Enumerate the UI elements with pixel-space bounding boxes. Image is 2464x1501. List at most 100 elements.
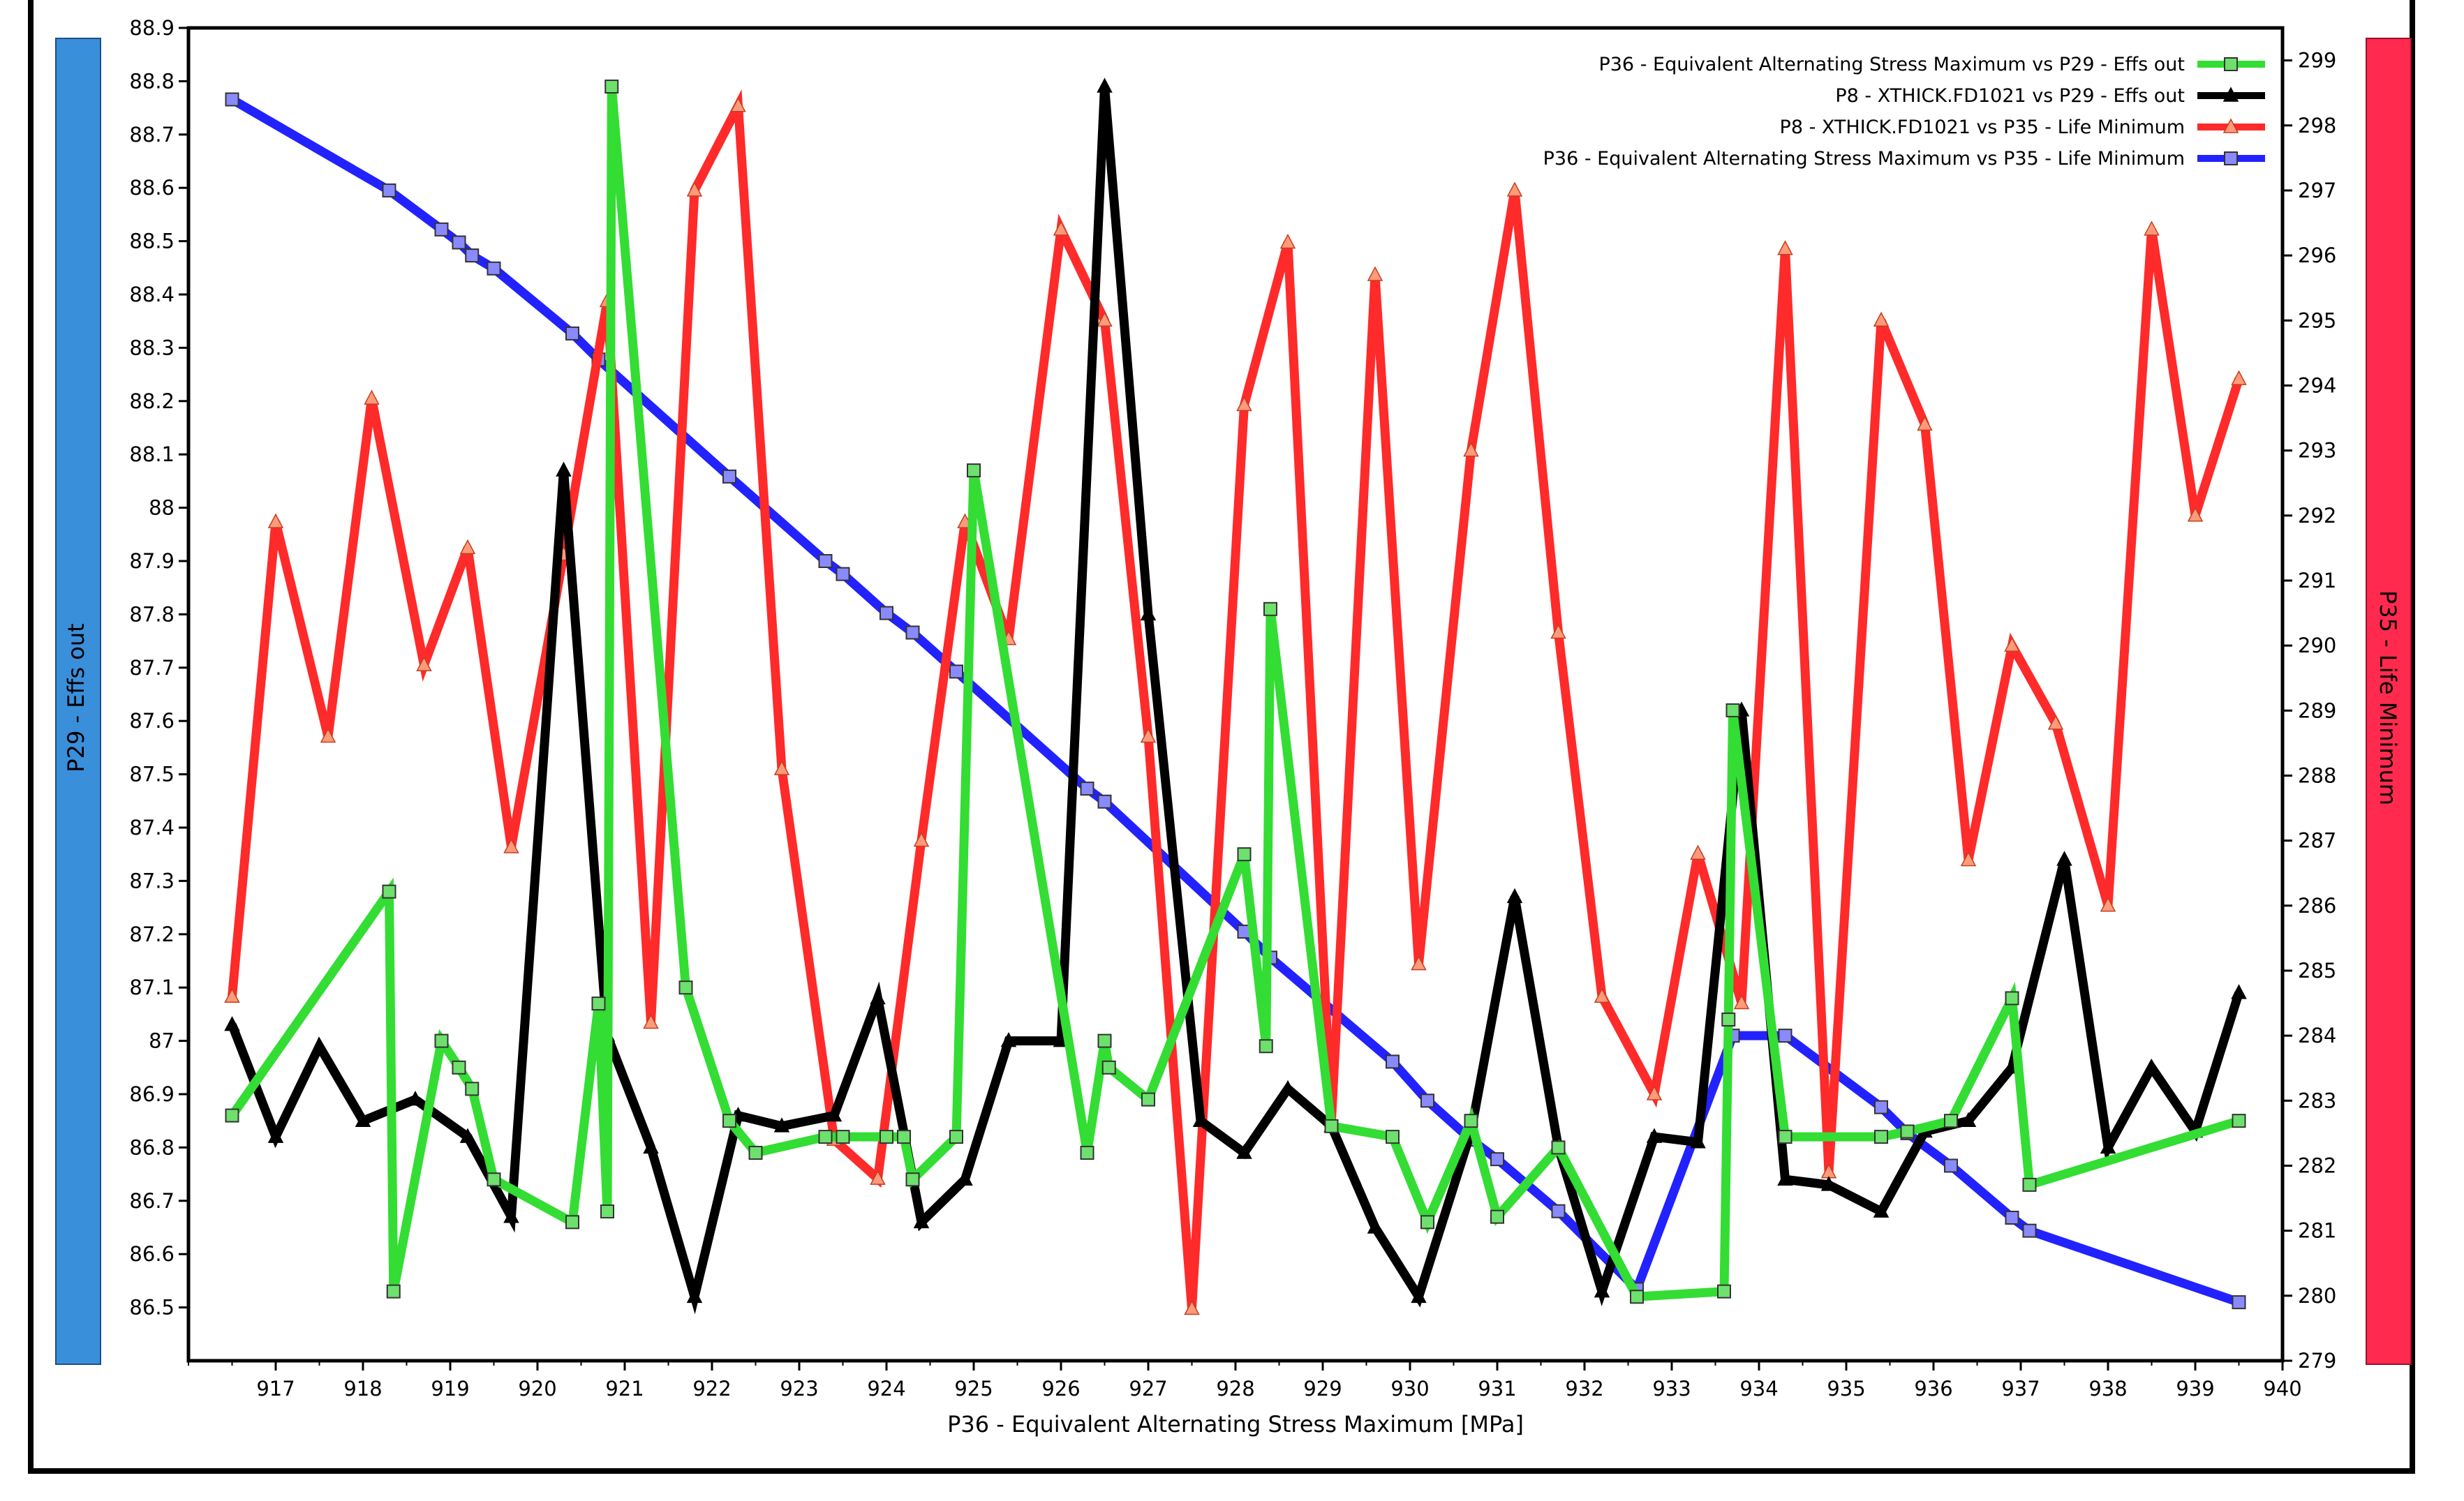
x-tick-label: 937 xyxy=(2001,1377,2040,1401)
data-point xyxy=(1420,1093,1434,1108)
y-left-tick-label: 86.6 xyxy=(129,1242,175,1266)
data-point xyxy=(1411,955,1427,971)
data-point xyxy=(1944,1114,1958,1128)
y-right-tick-label: 298 xyxy=(2298,114,2336,137)
data-point xyxy=(1140,605,1157,621)
data-point xyxy=(452,235,466,250)
data-point xyxy=(1646,1128,1663,1143)
data-point xyxy=(311,1037,327,1052)
y-left-tick-label: 87.2 xyxy=(129,923,175,946)
x-tick-label: 922 xyxy=(692,1377,731,1401)
data-point xyxy=(678,980,693,995)
data-point xyxy=(1259,1039,1273,1054)
y-left-axis-title: P29 - Effs out xyxy=(63,623,89,772)
data-point xyxy=(434,1033,449,1048)
data-point xyxy=(1324,1119,1339,1133)
data-point xyxy=(364,389,380,405)
x-tick-label: 926 xyxy=(1041,1377,1080,1401)
data-point xyxy=(2100,897,2116,912)
data-point xyxy=(1874,1130,1888,1144)
y-right-tick-label: 290 xyxy=(2298,634,2336,657)
data-point xyxy=(1367,1218,1383,1234)
data-point xyxy=(434,222,449,237)
data-point xyxy=(1097,311,1113,327)
data-point xyxy=(686,1287,703,1304)
data-point xyxy=(1917,415,1933,431)
legend-label: P36 - Equivalent Alternating Stress Maxi… xyxy=(1598,54,2185,75)
x-tick-label: 920 xyxy=(518,1377,556,1401)
left-axis-color-bar xyxy=(55,38,101,1365)
right-axis-color-bar xyxy=(2366,38,2412,1365)
legend-entry-0: P36 - Equivalent Alternating Stress Maxi… xyxy=(1598,54,2265,75)
y-left-tick-label: 87.9 xyxy=(129,549,175,573)
data-point xyxy=(556,461,572,477)
data-point xyxy=(1873,1202,1890,1218)
data-point xyxy=(2231,984,2247,999)
data-point xyxy=(224,987,240,1003)
x-tick-label: 938 xyxy=(2088,1377,2127,1401)
data-point xyxy=(503,838,519,853)
data-point xyxy=(1594,987,1610,1003)
x-tick-label: 931 xyxy=(1478,1377,1516,1401)
plot-area xyxy=(186,26,2285,1363)
data-point xyxy=(1279,1080,1296,1096)
data-point xyxy=(600,1204,614,1219)
data-point xyxy=(267,1128,284,1143)
data-point xyxy=(465,1082,480,1096)
data-point xyxy=(2004,636,2020,652)
x-tick-label: 919 xyxy=(431,1377,469,1401)
data-point xyxy=(905,625,920,640)
data-point xyxy=(1000,1031,1017,1047)
data-point xyxy=(836,1130,850,1144)
y-left-tick-label: 88.2 xyxy=(129,389,175,413)
y-right-tick-label: 284 xyxy=(2298,1024,2336,1047)
data-point xyxy=(818,554,833,568)
data-point xyxy=(2232,1295,2246,1310)
data-point xyxy=(905,1172,920,1187)
data-point xyxy=(1900,1124,1915,1139)
data-point xyxy=(1097,77,1113,93)
y-left-tick-label: 88.4 xyxy=(129,283,175,306)
y-left-tick-label: 88.8 xyxy=(129,69,175,93)
data-point xyxy=(1550,623,1566,639)
data-point xyxy=(773,760,790,775)
y-left-tick-label: 88.5 xyxy=(129,230,175,253)
y-left-tick-label: 86.5 xyxy=(129,1296,175,1320)
series-0 xyxy=(225,80,2246,1304)
data-point xyxy=(748,1146,763,1160)
data-point xyxy=(1080,782,1094,796)
data-point xyxy=(826,1106,843,1122)
y-left-tick-label: 87.6 xyxy=(129,709,175,733)
data-point xyxy=(487,261,501,276)
legend-marker xyxy=(2224,151,2238,165)
y-left-tick-label: 86.7 xyxy=(129,1189,175,1213)
data-point xyxy=(465,248,480,263)
x-tick-label: 940 xyxy=(2263,1377,2301,1401)
x-tick-label: 921 xyxy=(605,1377,644,1401)
y-left-tick-label: 87.1 xyxy=(129,976,175,999)
data-point xyxy=(1490,1152,1504,1167)
y-left-tick-label: 87.3 xyxy=(129,869,175,893)
y-left-tick-label: 86.9 xyxy=(129,1082,175,1106)
y-right-tick-label: 294 xyxy=(2298,373,2336,397)
data-point xyxy=(686,181,703,197)
data-point xyxy=(1420,1215,1434,1230)
data-point xyxy=(722,469,736,484)
y-left-tick-label: 88 xyxy=(149,496,175,520)
data-point xyxy=(913,832,930,847)
legend-marker xyxy=(2222,87,2239,102)
data-point xyxy=(1386,1130,1400,1144)
data-point xyxy=(1490,1209,1504,1224)
data-point xyxy=(386,1284,401,1299)
data-point xyxy=(1263,602,1277,616)
data-point xyxy=(267,513,284,528)
y-left-tick-label: 88.7 xyxy=(129,123,175,147)
data-point xyxy=(1630,1290,1644,1304)
data-point xyxy=(1777,1170,1793,1186)
y-right-tick-label: 286 xyxy=(2298,894,2336,918)
x-tick-label: 917 xyxy=(256,1377,295,1401)
legend-entry-2: P8 - XTHICK.FD1021 vs P35 - Life Minimum xyxy=(1780,117,2265,138)
x-tick-label: 930 xyxy=(1390,1377,1429,1401)
data-point xyxy=(320,727,336,743)
y-right-tick-label: 279 xyxy=(2298,1349,2336,1373)
